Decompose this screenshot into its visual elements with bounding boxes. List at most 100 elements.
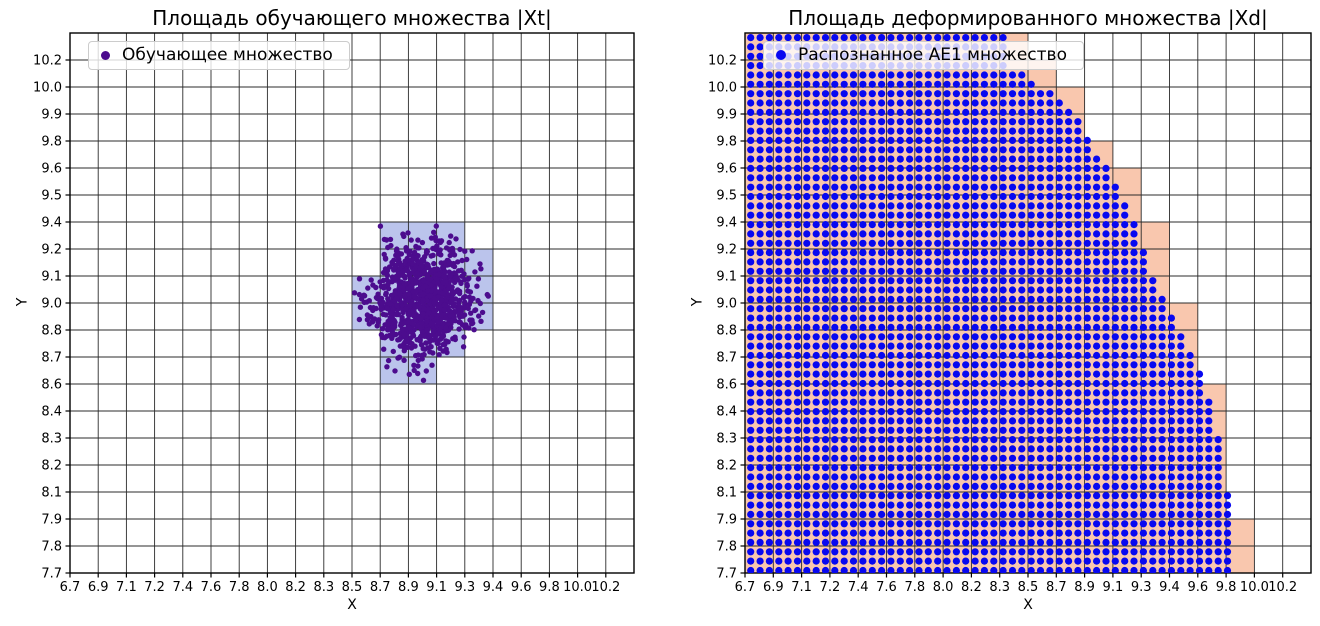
right-xaxis-label: X	[1023, 597, 1033, 613]
left-xaxis-label: X	[347, 597, 357, 613]
svg-text:7.6: 7.6	[876, 580, 897, 595]
svg-text:8.1: 8.1	[716, 486, 737, 501]
recognized-lattice-points	[747, 34, 1232, 573]
svg-text:7.9: 7.9	[41, 513, 62, 528]
svg-text:9.1: 9.1	[426, 580, 447, 595]
svg-text:9.9: 9.9	[41, 108, 62, 123]
svg-text:7.1: 7.1	[116, 580, 137, 595]
svg-text:9.8: 9.8	[539, 580, 560, 595]
svg-text:9.3: 9.3	[1131, 580, 1152, 595]
svg-text:8.8: 8.8	[41, 324, 62, 339]
svg-text:8.2: 8.2	[716, 459, 737, 474]
svg-text:8.3: 8.3	[41, 432, 62, 447]
svg-text:8.2: 8.2	[41, 459, 62, 474]
left-plot-canvas: 6.7 6.9 7.1 7.2 7.4 7.6 7.8 8.0 8.2 8.3 8.5 8.7 8.9 9…	[33, 32, 635, 595]
svg-text:9.4: 9.4	[483, 580, 504, 595]
svg-text:9.4: 9.4	[716, 216, 737, 231]
svg-text:8.0: 8.0	[933, 580, 954, 595]
svg-text:8.4: 8.4	[41, 405, 62, 420]
svg-text:8.8: 8.8	[716, 324, 737, 339]
svg-text:9.8: 9.8	[716, 135, 737, 150]
training-set-marker-icon	[101, 50, 110, 60]
right-yaxis-label: Y	[689, 297, 706, 307]
svg-text:8.7: 8.7	[1046, 580, 1067, 595]
svg-text:9.6: 9.6	[41, 162, 62, 177]
right-plot-title: Площадь деформированного множества |Xd|	[788, 6, 1268, 30]
left-yaxis-label: Y	[14, 297, 31, 307]
svg-text:6.7: 6.7	[735, 580, 756, 595]
svg-text:7.1: 7.1	[791, 580, 812, 595]
svg-text:7.2: 7.2	[144, 580, 165, 595]
svg-text:9.4: 9.4	[1159, 580, 1180, 595]
svg-text:6.9: 6.9	[88, 580, 109, 595]
svg-text:9.9: 9.9	[716, 108, 737, 123]
svg-text:9.2: 9.2	[41, 243, 62, 258]
svg-text:9.8: 9.8	[41, 135, 62, 150]
right-plot-canvas: 6.7 6.9 7.1 7.2 7.4 7.6 7.8 8.0 8.2 8.3 8.5 8.7 8.9 9…	[708, 32, 1312, 595]
svg-text:9.5: 9.5	[41, 189, 62, 204]
svg-text:8.1: 8.1	[41, 486, 62, 501]
svg-text:7.8: 7.8	[229, 580, 250, 595]
svg-text:8.7: 8.7	[41, 351, 62, 366]
svg-text:8.7: 8.7	[370, 580, 391, 595]
svg-text:8.6: 8.6	[716, 378, 737, 393]
svg-text:10.2: 10.2	[33, 54, 62, 69]
svg-text:9.8: 9.8	[1216, 580, 1237, 595]
svg-text:8.3: 8.3	[716, 432, 737, 447]
svg-text:7.6: 7.6	[201, 580, 222, 595]
recognized-set-marker-icon	[776, 50, 786, 60]
left-plot-title: Площадь обучающего множества |Xt|	[152, 6, 552, 30]
svg-text:7.4: 7.4	[172, 580, 193, 595]
training-scatter-points	[351, 223, 491, 383]
svg-text:7.8: 7.8	[716, 540, 737, 555]
svg-text:10.2: 10.2	[1268, 580, 1297, 595]
tick-labels: 6.7 6.9 7.1 7.2 7.4 7.6 7.8 8.0 8.2 8.3 8.5 8.7 8.9 9…	[33, 54, 620, 595]
right-plot-legend[interactable]: Распознанное AE1 множество	[763, 41, 1084, 70]
svg-text:7.7: 7.7	[716, 567, 737, 582]
left-legend-label: Обучающее множество	[122, 45, 333, 65]
grid-lines	[69, 33, 634, 574]
svg-text:9.1: 9.1	[716, 270, 737, 285]
svg-text:9.2: 9.2	[716, 243, 737, 258]
axis-ticks	[65, 59, 607, 578]
left-plot-legend[interactable]: Обучающее множество	[88, 41, 350, 70]
svg-text:10.0: 10.0	[563, 580, 592, 595]
svg-text:10.2: 10.2	[708, 54, 737, 69]
svg-text:9.3: 9.3	[454, 580, 475, 595]
axis-ticks	[740, 59, 1284, 578]
svg-text:7.9: 7.9	[716, 513, 737, 528]
svg-text:8.2: 8.2	[285, 580, 306, 595]
svg-text:8.6: 8.6	[41, 378, 62, 393]
svg-text:10.0: 10.0	[708, 81, 737, 96]
svg-text:10.0: 10.0	[33, 81, 62, 96]
svg-text:7.7: 7.7	[41, 567, 62, 582]
svg-text:6.7: 6.7	[60, 580, 81, 595]
svg-text:10.0: 10.0	[1240, 580, 1269, 595]
svg-text:8.4: 8.4	[716, 405, 737, 420]
tick-labels: 6.7 6.9 7.1 7.2 7.4 7.6 7.8 8.0 8.2 8.3 8.5 8.7 8.9 9…	[708, 54, 1297, 595]
svg-text:8.0: 8.0	[257, 580, 278, 595]
svg-text:7.4: 7.4	[848, 580, 869, 595]
svg-text:9.4: 9.4	[41, 216, 62, 231]
svg-text:9.1: 9.1	[1103, 580, 1124, 595]
svg-text:6.9: 6.9	[763, 580, 784, 595]
svg-text:9.6: 9.6	[716, 162, 737, 177]
svg-text:9.0: 9.0	[41, 297, 62, 312]
svg-text:8.5: 8.5	[342, 580, 363, 595]
svg-text:10.2: 10.2	[591, 580, 620, 595]
svg-text:9.0: 9.0	[716, 297, 737, 312]
svg-text:9.1: 9.1	[41, 270, 62, 285]
svg-text:8.7: 8.7	[716, 351, 737, 366]
svg-text:8.3: 8.3	[313, 580, 334, 595]
svg-text:9.5: 9.5	[716, 189, 737, 204]
svg-text:8.3: 8.3	[989, 580, 1010, 595]
svg-text:9.6: 9.6	[511, 580, 532, 595]
svg-text:8.9: 8.9	[398, 580, 419, 595]
svg-text:9.6: 9.6	[1187, 580, 1208, 595]
svg-text:8.9: 8.9	[1074, 580, 1095, 595]
svg-text:7.8: 7.8	[904, 580, 925, 595]
svg-text:7.8: 7.8	[41, 540, 62, 555]
svg-text:8.5: 8.5	[1018, 580, 1039, 595]
right-legend-label: Распознанное AE1 множество	[798, 45, 1067, 65]
